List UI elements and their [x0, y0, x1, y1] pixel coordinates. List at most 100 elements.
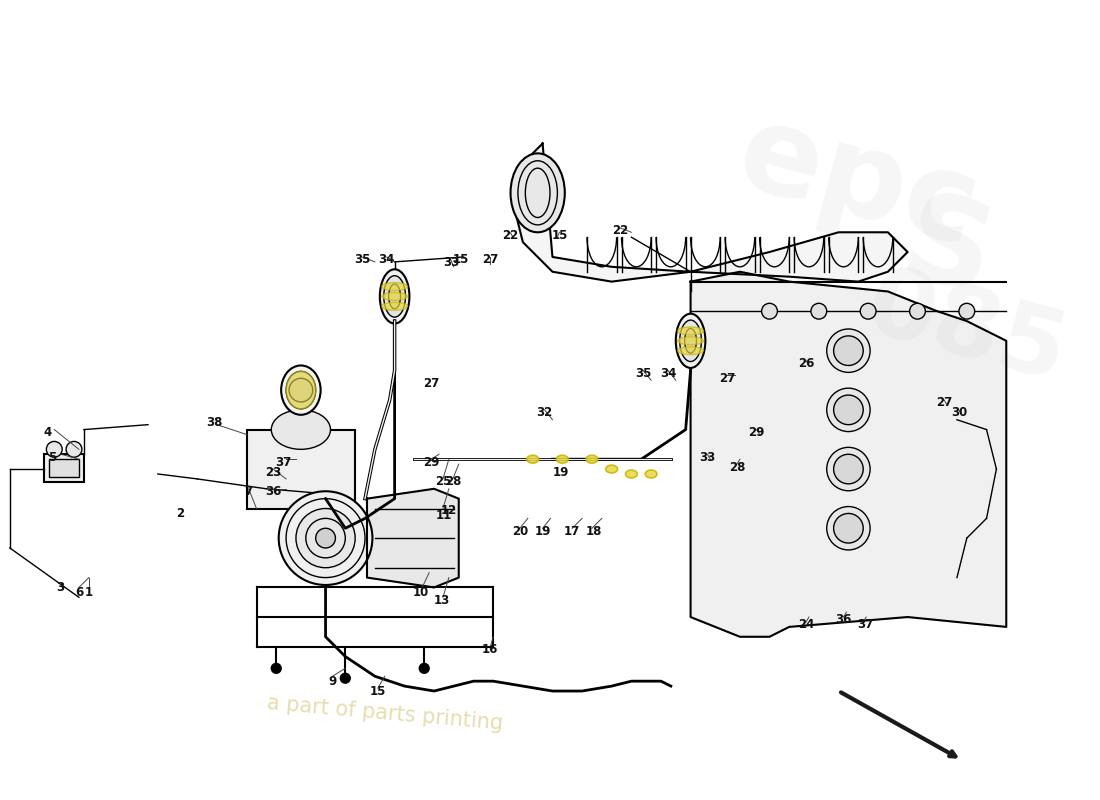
Text: 19: 19 [553, 466, 570, 478]
Text: epc: epc [726, 95, 991, 271]
Text: 15: 15 [552, 229, 569, 242]
Ellipse shape [586, 455, 597, 463]
Ellipse shape [684, 329, 696, 353]
Text: 2: 2 [176, 507, 185, 520]
Text: 7: 7 [244, 486, 253, 498]
Ellipse shape [286, 371, 316, 409]
Text: 5: 5 [48, 450, 56, 464]
Text: a part of parts printing: a part of parts printing [266, 694, 504, 734]
Text: 3: 3 [56, 581, 64, 594]
Ellipse shape [557, 455, 569, 463]
Text: 36: 36 [265, 486, 282, 498]
Circle shape [827, 388, 870, 431]
Polygon shape [691, 272, 1006, 637]
Ellipse shape [678, 337, 703, 345]
Text: 22: 22 [502, 229, 518, 242]
Text: 16: 16 [482, 643, 498, 656]
Text: 33: 33 [700, 450, 715, 464]
Text: 15: 15 [370, 685, 386, 698]
Ellipse shape [382, 293, 407, 300]
Bar [246, 430, 355, 509]
Text: 20: 20 [512, 525, 528, 538]
Text: 085: 085 [857, 260, 1077, 402]
Ellipse shape [382, 282, 407, 290]
Text: 35: 35 [635, 367, 651, 380]
Text: 13: 13 [433, 594, 450, 606]
Text: 19: 19 [535, 525, 551, 538]
Text: 4: 4 [43, 426, 52, 439]
Circle shape [860, 303, 876, 319]
Ellipse shape [510, 154, 564, 232]
Text: 25: 25 [434, 475, 451, 488]
Circle shape [834, 395, 864, 425]
Text: 23: 23 [265, 466, 282, 478]
Circle shape [289, 378, 312, 402]
Circle shape [811, 303, 827, 319]
Ellipse shape [678, 327, 703, 335]
Text: 24: 24 [798, 618, 814, 631]
Circle shape [340, 674, 350, 683]
Text: 12: 12 [441, 504, 456, 517]
Circle shape [46, 442, 63, 458]
Ellipse shape [278, 491, 373, 585]
Text: 35: 35 [354, 254, 371, 266]
Text: 34: 34 [660, 367, 676, 380]
Text: 28: 28 [444, 475, 461, 488]
Circle shape [834, 454, 864, 484]
Polygon shape [367, 489, 459, 587]
Bar [50, 459, 79, 477]
Text: 26: 26 [798, 357, 814, 370]
Text: 15: 15 [452, 254, 469, 266]
Text: 10: 10 [414, 586, 429, 599]
Text: 18: 18 [585, 525, 602, 538]
Bar [44, 454, 84, 482]
Circle shape [834, 514, 864, 543]
Ellipse shape [316, 528, 336, 548]
Circle shape [827, 329, 870, 372]
Circle shape [834, 336, 864, 366]
Ellipse shape [678, 346, 703, 354]
Ellipse shape [675, 314, 705, 368]
Text: 32: 32 [537, 406, 552, 419]
Text: 37: 37 [857, 618, 873, 631]
Ellipse shape [282, 366, 320, 414]
Text: 36: 36 [835, 614, 851, 626]
Ellipse shape [606, 465, 617, 473]
Text: 37: 37 [275, 456, 292, 469]
Ellipse shape [680, 320, 702, 362]
Text: 38: 38 [206, 416, 222, 429]
Text: 28: 28 [729, 461, 745, 474]
Ellipse shape [272, 410, 330, 450]
Text: 34: 34 [378, 254, 395, 266]
Text: 1: 1 [85, 586, 92, 599]
Text: 29: 29 [422, 456, 439, 469]
Circle shape [910, 303, 925, 319]
Polygon shape [513, 143, 908, 282]
Text: 27: 27 [936, 397, 953, 410]
Ellipse shape [379, 270, 409, 323]
Circle shape [827, 447, 870, 490]
Circle shape [419, 663, 429, 674]
Text: 17: 17 [564, 525, 581, 538]
Text: 22: 22 [613, 224, 629, 237]
Circle shape [761, 303, 778, 319]
Text: 33: 33 [442, 256, 459, 270]
Text: 27: 27 [424, 377, 439, 390]
Circle shape [66, 442, 81, 458]
Ellipse shape [296, 509, 355, 568]
Circle shape [959, 303, 975, 319]
Text: 9: 9 [328, 674, 337, 688]
Ellipse shape [382, 302, 407, 310]
Text: 30: 30 [950, 406, 967, 419]
Text: 27: 27 [482, 254, 498, 266]
Text: 6: 6 [75, 586, 82, 599]
Ellipse shape [527, 455, 539, 463]
Text: 11: 11 [436, 509, 452, 522]
Circle shape [272, 663, 282, 674]
Circle shape [827, 506, 870, 550]
Text: 29: 29 [748, 426, 764, 439]
Text: 27: 27 [719, 372, 735, 385]
Ellipse shape [388, 284, 400, 309]
Ellipse shape [626, 470, 637, 478]
Text: S: S [890, 184, 1004, 320]
